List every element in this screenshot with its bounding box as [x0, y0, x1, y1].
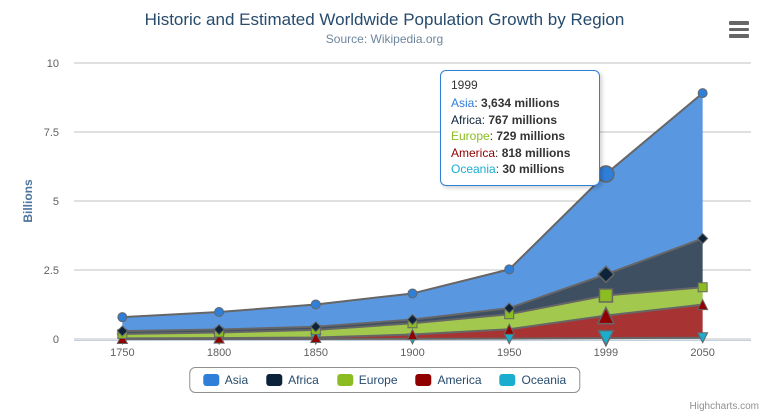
tooltip-row-asia: Asia: 3,634 millions: [451, 96, 560, 110]
marker-asia-2050[interactable]: [697, 88, 708, 99]
marker-america-1900[interactable]: [406, 328, 419, 341]
y-axis-label: 0: [53, 334, 59, 346]
legend: Asia Africa Europe America Oceania: [188, 367, 581, 393]
legend-symbol-oceania: [499, 374, 516, 386]
credits-link[interactable]: Highcharts.com: [689, 401, 759, 412]
marker-europe-2050[interactable]: [697, 282, 708, 293]
hamburger-menu-icon: [729, 21, 751, 38]
legend-label: Asia: [224, 373, 249, 387]
legend-symbol-asia: [202, 374, 219, 386]
tooltip-row-africa: Africa: 767 millions: [451, 112, 558, 127]
tooltip-header: 1999: [451, 78, 478, 92]
marker-africa-1900[interactable]: [406, 313, 419, 326]
x-axis-label: 1750: [110, 347, 134, 359]
marker-africa-1850[interactable]: [310, 321, 322, 333]
x-axis-label: 1999: [594, 347, 618, 359]
marker-europe-1999[interactable]: [598, 288, 614, 303]
x-axis-label: 2050: [690, 347, 714, 359]
marker-america-1850[interactable]: [309, 331, 322, 343]
legend-symbol-europe: [336, 374, 353, 386]
marker-america-1999[interactable]: [596, 305, 616, 325]
legend-label: Europe: [358, 373, 398, 387]
series-area-africa[interactable]: [122, 238, 703, 334]
marker-asia-1950[interactable]: [504, 264, 515, 275]
x-axis-label: 1850: [304, 347, 328, 359]
y-axis-label: 2.5: [44, 265, 59, 277]
x-axis-label: 1800: [207, 347, 231, 359]
marker-africa-1999[interactable]: [596, 265, 615, 284]
legend-item-africa[interactable]: Africa: [266, 373, 319, 387]
marker-asia-1800[interactable]: [214, 307, 225, 318]
legend-item-america[interactable]: America: [415, 373, 482, 387]
marker-asia-1850[interactable]: [310, 299, 321, 310]
marker-america-1950[interactable]: [503, 323, 516, 335]
y-axis-label: 10: [47, 58, 59, 70]
series-area-america[interactable]: [122, 304, 703, 339]
marker-africa-2050[interactable]: [696, 232, 709, 245]
marker-oceania-2050[interactable]: [696, 332, 709, 344]
marker-america-1800[interactable]: [213, 331, 225, 344]
tooltip-row-oceania: Oceania: 30 millions: [451, 162, 565, 176]
tooltip-row-europe: Europe: 729 millions: [451, 129, 566, 143]
marker-oceania-1999[interactable]: [597, 329, 615, 348]
legend-item-oceania[interactable]: Oceania: [499, 373, 567, 387]
legend-label: Oceania: [521, 373, 567, 387]
y-axis-label: 5: [53, 196, 59, 208]
marker-africa-1950[interactable]: [503, 302, 515, 314]
legend-symbol-america: [415, 374, 432, 386]
series-area-asia[interactable]: [122, 93, 703, 332]
marker-asia-1900[interactable]: [407, 288, 418, 299]
legend-symbol-africa: [266, 374, 283, 386]
tooltip: 1999 Asia: 3,634 millions Africa: 767 mil…: [440, 70, 600, 186]
chart-subtitle: Source: Wikipedia.org: [325, 32, 444, 46]
legend-label: Africa: [288, 373, 319, 387]
tooltip-row-america: America: 818 millions: [451, 145, 571, 160]
legend-item-asia[interactable]: Asia: [202, 373, 249, 387]
y-axis-label: 7.5: [44, 127, 59, 139]
x-axis-label: 1950: [497, 347, 521, 359]
marker-asia-1999[interactable]: [597, 165, 615, 183]
chart-title: Historic and Estimated Worldwide Populat…: [144, 10, 625, 29]
marker-africa-1750[interactable]: [116, 325, 129, 337]
x-axis-label: 1900: [400, 347, 424, 359]
marker-america-2050[interactable]: [696, 298, 709, 311]
export-menu-button[interactable]: [729, 21, 751, 39]
legend-label: America: [437, 373, 482, 387]
legend-item-europe[interactable]: Europe: [336, 373, 398, 387]
marker-africa-1800[interactable]: [213, 323, 225, 336]
marker-asia-1750[interactable]: [117, 312, 128, 323]
